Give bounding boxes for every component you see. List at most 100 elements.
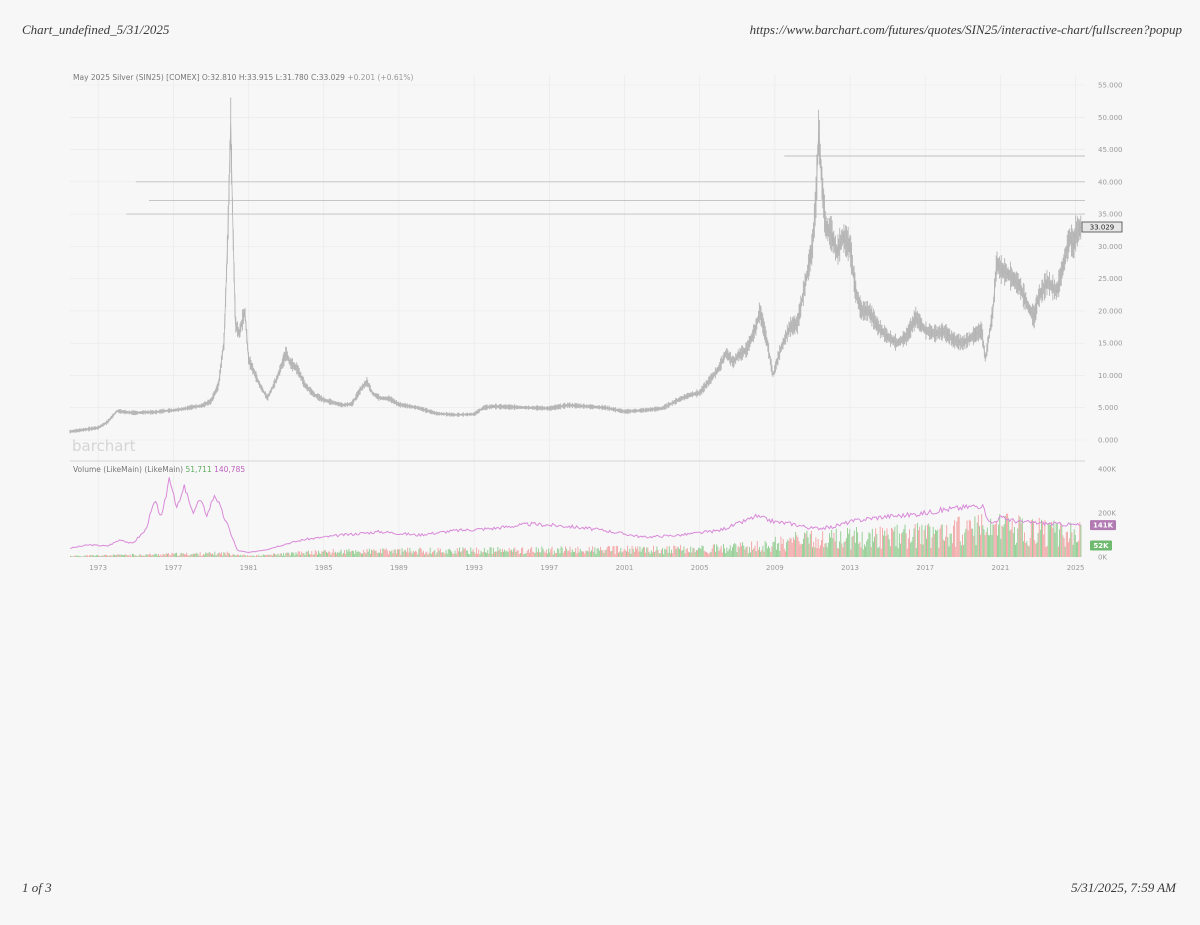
volume-bar [542, 548, 544, 557]
volume-bar [810, 530, 812, 557]
volume-bar [491, 554, 493, 557]
volume-bar [256, 554, 257, 557]
volume-bar [632, 548, 634, 557]
volume-badge-label: 52K [1093, 542, 1109, 550]
volume-bar [865, 546, 866, 557]
volume-bar [664, 548, 666, 557]
volume-bar [252, 555, 254, 557]
volume-bar [693, 548, 695, 557]
volume-bar [673, 545, 675, 557]
volume-bar [928, 523, 930, 557]
volume-bar [657, 549, 659, 557]
volume-bar [1007, 513, 1009, 557]
volume-bar [821, 540, 822, 557]
volume-tick-label: 400K [1098, 466, 1116, 474]
volume-bar [637, 546, 639, 557]
volume-bar [775, 549, 777, 557]
volume-bar [941, 524, 943, 557]
volume-bar [654, 552, 656, 557]
volume-bar [111, 556, 113, 557]
volume-bar [460, 552, 462, 557]
volume-bar [765, 542, 767, 557]
volume-bar [386, 550, 388, 557]
volume-bar [121, 555, 123, 557]
volume-bar [565, 546, 566, 557]
volume-bar [536, 551, 538, 557]
volume-bar [915, 548, 917, 557]
volume-bar [389, 550, 391, 557]
volume-bar [163, 554, 165, 557]
volume-bar [992, 524, 994, 557]
oi-legend-value: 140,785 [214, 465, 245, 474]
volume-bar [635, 546, 636, 557]
volume-bar [556, 552, 557, 557]
volume-bar [512, 551, 513, 557]
volume-bar [523, 554, 525, 557]
volume-bar [117, 554, 119, 557]
volume-bar [75, 555, 77, 557]
volume-bar [459, 547, 460, 557]
volume-bar [596, 548, 598, 557]
volume-bar [808, 543, 810, 557]
volume-bar [298, 551, 300, 557]
volume-bar [803, 538, 804, 557]
volume-bar [845, 538, 847, 557]
volume-bar [939, 528, 941, 557]
price-tick-label: 5.000 [1098, 404, 1118, 412]
volume-bar [519, 553, 521, 557]
volume-bar [310, 554, 312, 557]
price-chart-change: +0.201 (+0.61%) [347, 73, 413, 82]
volume-bar [844, 541, 846, 557]
volume-bar [986, 527, 988, 557]
volume-bar [582, 551, 583, 557]
volume-bar [682, 550, 684, 557]
volume-bar [625, 551, 627, 557]
volume-bar [882, 527, 883, 557]
volume-bar [188, 555, 190, 557]
volume-bar [759, 547, 760, 557]
horizontal-level-lines [126, 155, 1085, 215]
time-axis: 1973 1977 1981 1985 1989 1993 1997 2001 2005 2009… [89, 564, 1084, 572]
volume-bar [762, 545, 764, 557]
volume-bar [97, 555, 98, 557]
volume-bar [240, 554, 242, 557]
volume-bar [472, 549, 474, 557]
volume-bar [700, 548, 702, 557]
volume-bar [1052, 527, 1054, 557]
volume-bar [825, 542, 827, 557]
volume-bar [1033, 521, 1035, 557]
volume-bar [781, 543, 783, 557]
volume-bar [577, 546, 579, 557]
volume-bar [72, 556, 74, 557]
volume-bar [1068, 542, 1069, 557]
volume-bar [533, 552, 535, 557]
volume-bar [807, 537, 809, 557]
volume-bar [551, 546, 553, 557]
volume-bar [638, 551, 640, 557]
volume-bar [916, 522, 918, 557]
volume-bar [579, 548, 581, 557]
volume-bar [1078, 540, 1080, 557]
volume-bar [73, 556, 75, 557]
volume-bar [176, 552, 177, 557]
volume-bar [217, 552, 219, 557]
volume-bar [249, 555, 251, 557]
volume-bar [306, 551, 308, 557]
volume-bar [1003, 524, 1005, 557]
volume-bar [651, 552, 653, 557]
volume-bar [1039, 529, 1041, 557]
volume-bar [545, 549, 547, 557]
volume-bar [166, 553, 168, 557]
volume-bar [219, 553, 221, 557]
volume-bar [604, 550, 606, 557]
volume-bar [411, 553, 413, 557]
volume-bar [627, 545, 629, 557]
volume-bar [1041, 519, 1042, 557]
volume-bar [254, 556, 256, 557]
volume-bar [854, 542, 856, 557]
volume-bar [716, 544, 718, 557]
volume-bar [733, 544, 735, 557]
volume-bar [1009, 530, 1011, 557]
volume-bar [871, 528, 873, 557]
volume-bar [991, 534, 993, 557]
